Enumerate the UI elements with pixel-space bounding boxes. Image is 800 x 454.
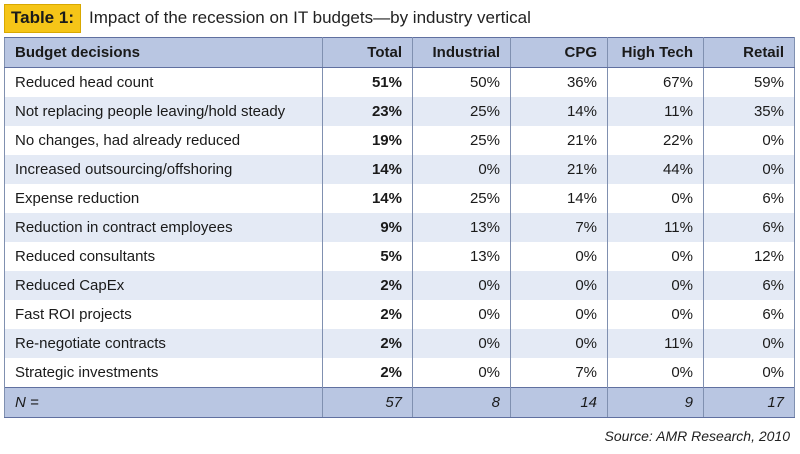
cell-cpg: 7% — [510, 358, 608, 388]
table-row: Expense reduction 14% 25% 14% 0% 6% — [4, 184, 795, 213]
cell-cpg: 21% — [510, 155, 608, 184]
cell-label: Strategic investments — [4, 358, 323, 388]
cell-label: Reduced CapEx — [4, 271, 323, 300]
cell-cpg: 0% — [510, 329, 608, 358]
table-row: Not replacing people leaving/hold steady… — [4, 97, 795, 126]
cell-high-tech: 11% — [607, 97, 704, 126]
cell-high-tech: 0% — [607, 358, 704, 388]
header-cpg: CPG — [510, 37, 608, 68]
cell-label: Increased outsourcing/offshoring — [4, 155, 323, 184]
cell-total: 2% — [322, 271, 413, 300]
footer-industrial: 8 — [412, 387, 511, 418]
cell-retail: 6% — [703, 213, 795, 242]
cell-retail: 12% — [703, 242, 795, 271]
cell-high-tech: 0% — [607, 300, 704, 329]
cell-total: 14% — [322, 184, 413, 213]
cell-total: 2% — [322, 358, 413, 388]
cell-retail: 0% — [703, 155, 795, 184]
table-row: Increased outsourcing/offshoring 14% 0% 21%… — [4, 155, 795, 184]
caption-label: Table 1: — [4, 3, 81, 33]
table-row: Reduction in contract employees 9% 13% 7% 11… — [4, 213, 795, 242]
cell-industrial: 0% — [412, 155, 511, 184]
cell-label: Re-negotiate contracts — [4, 329, 323, 358]
cell-total: 19% — [322, 126, 413, 155]
cell-cpg: 36% — [510, 67, 608, 97]
cell-retail: 0% — [703, 358, 795, 388]
cell-industrial: 25% — [412, 184, 511, 213]
cell-label: Reduction in contract employees — [4, 213, 323, 242]
cell-high-tech: 44% — [607, 155, 704, 184]
cell-retail: 0% — [703, 126, 795, 155]
source-note: Source: AMR Research, 2010 — [604, 428, 790, 444]
cell-high-tech: 67% — [607, 67, 704, 97]
cell-label: Not replacing people leaving/hold steady — [4, 97, 323, 126]
header-budget-decisions: Budget decisions — [4, 37, 323, 68]
cell-total: 9% — [322, 213, 413, 242]
header-total: Total — [322, 37, 413, 68]
cell-retail: 6% — [703, 271, 795, 300]
cell-cpg: 0% — [510, 271, 608, 300]
cell-high-tech: 0% — [607, 242, 704, 271]
table-row: Reduced head count 51% 50% 36% 67% 59% — [4, 67, 795, 97]
budget-table: Budget decisions Total Industrial CPG Hi… — [4, 37, 795, 418]
cell-industrial: 13% — [412, 242, 511, 271]
table-row: Fast ROI projects 2% 0% 0% 0% 6% — [4, 300, 795, 329]
header-retail: Retail — [703, 37, 795, 68]
footer-cpg: 14 — [510, 387, 608, 418]
cell-total: 5% — [322, 242, 413, 271]
cell-industrial: 25% — [412, 97, 511, 126]
cell-cpg: 0% — [510, 242, 608, 271]
footer-high-tech: 9 — [607, 387, 704, 418]
table-row: Strategic investments 2% 0% 7% 0% 0% — [4, 358, 795, 388]
cell-total: 23% — [322, 97, 413, 126]
footer-total: 57 — [322, 387, 413, 418]
cell-industrial: 0% — [412, 358, 511, 388]
cell-industrial: 13% — [412, 213, 511, 242]
cell-total: 14% — [322, 155, 413, 184]
cell-label: Reduced head count — [4, 67, 323, 97]
table-caption: Table 1: Impact of the recession on IT b… — [4, 3, 531, 33]
cell-total: 2% — [322, 329, 413, 358]
cell-total: 51% — [322, 67, 413, 97]
table-row: No changes, had already reduced 19% 25% 21%… — [4, 126, 795, 155]
cell-high-tech: 11% — [607, 329, 704, 358]
cell-cpg: 7% — [510, 213, 608, 242]
cell-label: Fast ROI projects — [4, 300, 323, 329]
cell-cpg: 21% — [510, 126, 608, 155]
table-row: Re-negotiate contracts 2% 0% 0% 11% 0% — [4, 329, 795, 358]
cell-industrial: 25% — [412, 126, 511, 155]
cell-industrial: 0% — [412, 300, 511, 329]
table-row: Reduced CapEx 2% 0% 0% 0% 6% — [4, 271, 795, 300]
cell-high-tech: 11% — [607, 213, 704, 242]
footer-retail: 17 — [703, 387, 795, 418]
header-industrial: Industrial — [412, 37, 511, 68]
footer-label: N = — [4, 387, 323, 418]
cell-label: No changes, had already reduced — [4, 126, 323, 155]
cell-industrial: 50% — [412, 67, 511, 97]
header-high-tech: High Tech — [607, 37, 704, 68]
cell-retail: 0% — [703, 329, 795, 358]
cell-cpg: 14% — [510, 97, 608, 126]
cell-high-tech: 0% — [607, 184, 704, 213]
cell-retail: 6% — [703, 300, 795, 329]
table-row: Reduced consultants 5% 13% 0% 0% 12% — [4, 242, 795, 271]
cell-high-tech: 0% — [607, 271, 704, 300]
cell-industrial: 0% — [412, 329, 511, 358]
table-header-row: Budget decisions Total Industrial CPG Hi… — [4, 37, 795, 68]
cell-cpg: 14% — [510, 184, 608, 213]
cell-retail: 6% — [703, 184, 795, 213]
cell-label: Reduced consultants — [4, 242, 323, 271]
table-footer-row: N = 57 8 14 9 17 — [4, 387, 795, 418]
cell-retail: 59% — [703, 67, 795, 97]
cell-label: Expense reduction — [4, 184, 323, 213]
caption-title: Impact of the recession on IT budgets—by… — [88, 8, 531, 27]
cell-high-tech: 22% — [607, 126, 704, 155]
cell-cpg: 0% — [510, 300, 608, 329]
cell-retail: 35% — [703, 97, 795, 126]
cell-total: 2% — [322, 300, 413, 329]
cell-industrial: 0% — [412, 271, 511, 300]
